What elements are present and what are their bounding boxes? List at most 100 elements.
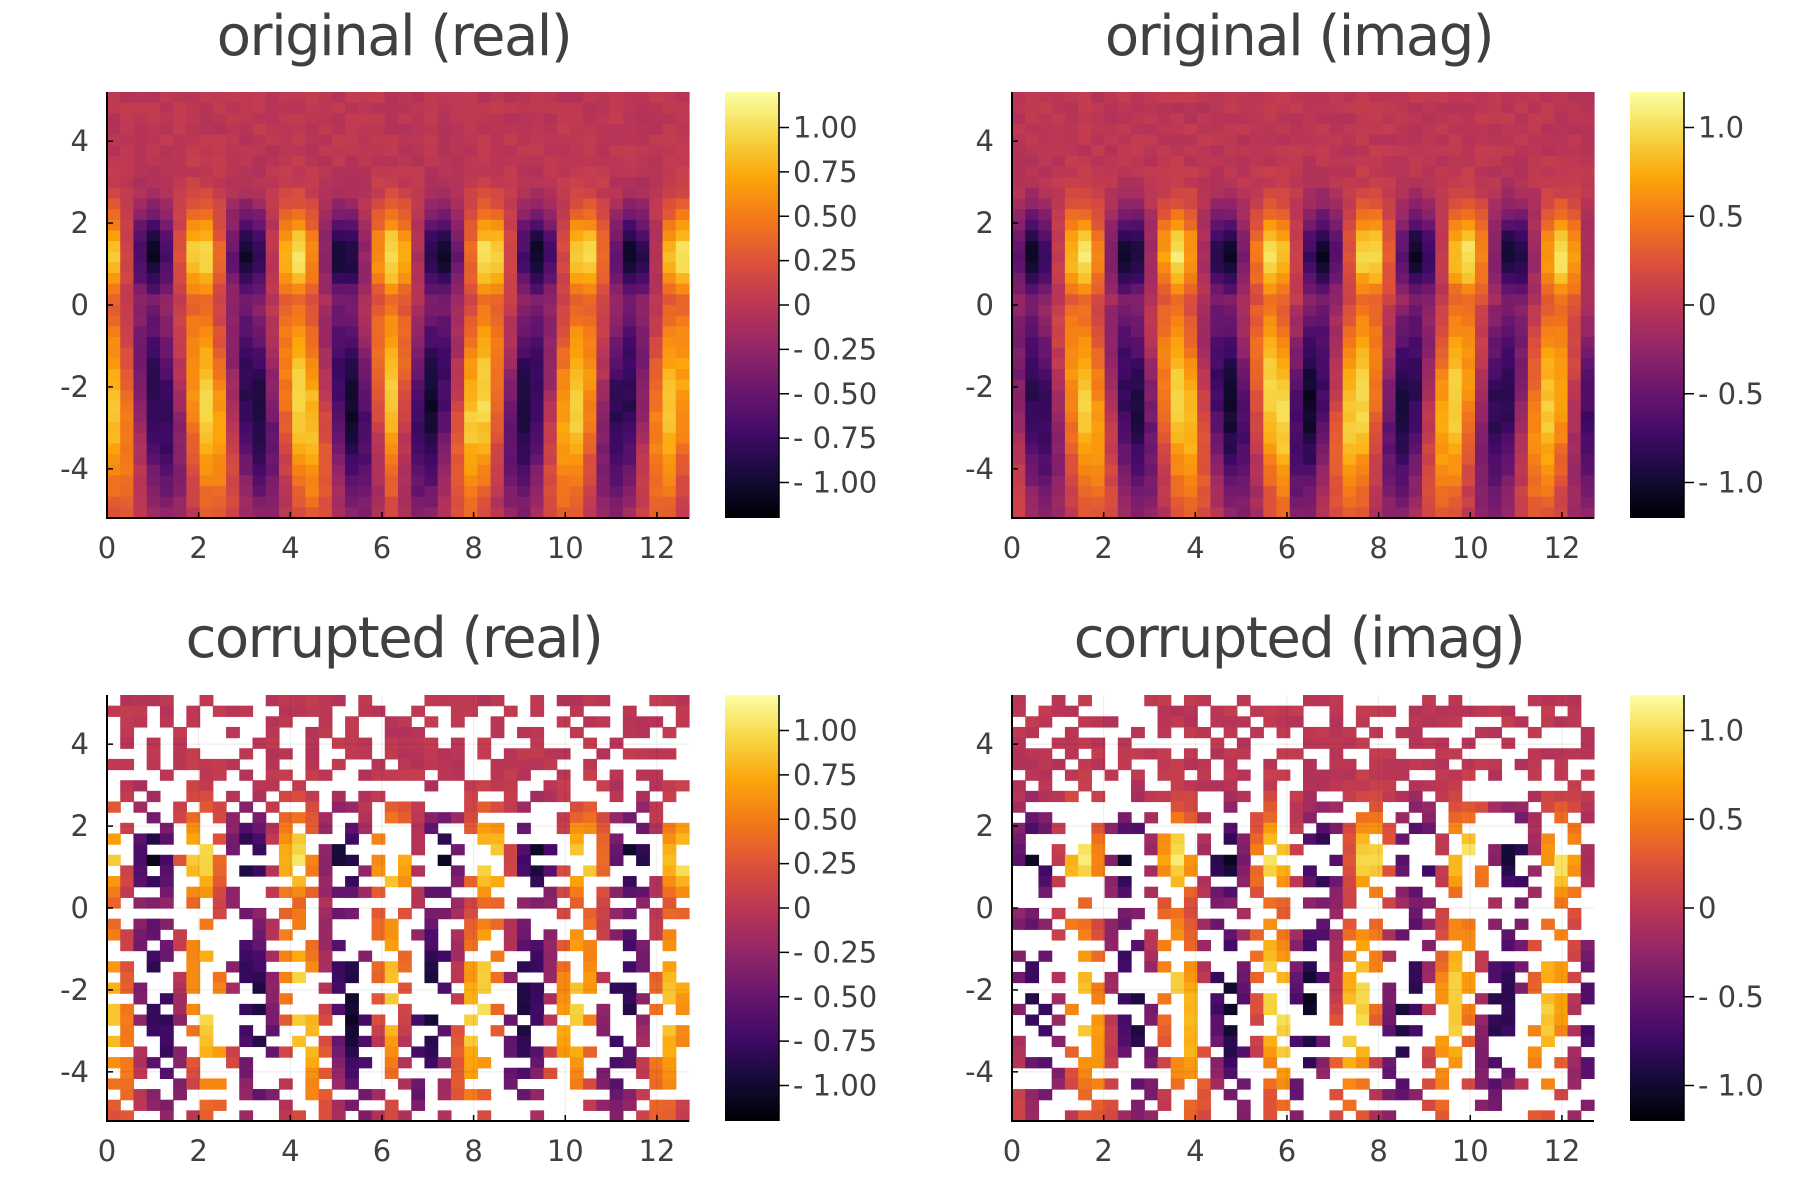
heatmap-cell [173, 123, 187, 136]
heatmap-cell [331, 464, 346, 476]
heatmap-cell [622, 411, 637, 423]
heatmap-cell [1144, 326, 1159, 338]
heatmap-cell [1157, 219, 1172, 232]
heatmap-cell [398, 737, 412, 749]
heatmap-cell [490, 92, 505, 104]
heatmap-cell [239, 822, 254, 835]
heatmap-cell [477, 454, 492, 466]
heatmap-cell [292, 854, 307, 866]
heatmap-cell [464, 918, 478, 930]
heatmap-cell [1250, 358, 1264, 370]
heatmap-cell [398, 347, 412, 359]
heatmap-cell [1461, 198, 1476, 210]
heatmap-cell [1303, 336, 1317, 349]
heatmap-cell [662, 379, 677, 391]
heatmap-cell [1131, 390, 1145, 402]
heatmap-cell [1078, 475, 1092, 487]
heatmap-cell [252, 379, 267, 391]
heatmap-cell [1501, 368, 1516, 381]
heatmap-cell [517, 187, 531, 200]
heatmap-cell [1064, 219, 1079, 232]
heatmap-cell [186, 705, 201, 717]
heatmap-cell [424, 454, 439, 466]
heatmap-cell [411, 705, 426, 717]
heatmap-cell [477, 695, 492, 707]
heatmap-cell [675, 166, 690, 178]
heatmap-cell [411, 844, 426, 856]
heatmap-cell [1131, 411, 1145, 423]
heatmap-cell [1091, 758, 1106, 771]
heatmap-cell [1395, 262, 1410, 274]
heatmap-cell [609, 347, 624, 359]
heatmap-cell [543, 273, 558, 285]
heatmap-cell [107, 187, 121, 200]
heatmap-cell [530, 1110, 545, 1122]
heatmap-cell [450, 961, 465, 973]
heatmap-cell [1223, 219, 1238, 232]
heatmap-cell [107, 833, 121, 845]
heatmap-cell [1382, 769, 1397, 781]
heatmap-cell [1078, 496, 1092, 508]
heatmap-cell [1501, 379, 1516, 391]
heatmap-cell [662, 780, 677, 792]
heatmap-cell [1527, 92, 1542, 104]
heatmap-cell [358, 219, 373, 232]
heatmap-cell [1461, 443, 1476, 455]
x-tick-label: 2 [1094, 531, 1112, 565]
heatmap-cell [107, 411, 121, 423]
heatmap-cell [424, 283, 439, 295]
heatmap-cell [186, 134, 201, 146]
heatmap-cell [371, 961, 386, 973]
heatmap-cell [173, 305, 187, 317]
heatmap-cell [159, 464, 174, 476]
heatmap-cell [1157, 251, 1172, 263]
heatmap-cell [1038, 379, 1053, 391]
heatmap-cell [1012, 432, 1026, 445]
heatmap-cell [1157, 411, 1172, 423]
heatmap-cell [331, 347, 346, 359]
heatmap-cell [464, 198, 478, 210]
heatmap-cell [1157, 432, 1172, 445]
heatmap-cell [1329, 251, 1344, 263]
heatmap-cell [1554, 422, 1569, 434]
heatmap-cell [609, 283, 624, 295]
heatmap-cell [398, 326, 412, 338]
heatmap-cell [1051, 464, 1066, 476]
heatmap-cell [1567, 454, 1582, 466]
heatmap-cell [120, 166, 135, 178]
heatmap-cell [517, 929, 531, 941]
heatmap-cell [345, 379, 359, 391]
colorbar-gradient [1630, 92, 1684, 518]
heatmap-cell [1197, 102, 1212, 114]
heatmap-cell [1382, 790, 1397, 803]
heatmap-cell [1038, 283, 1053, 295]
y-tick-label: -4 [60, 452, 89, 486]
heatmap-cell [199, 251, 214, 263]
heatmap-cell [1236, 358, 1251, 370]
heatmap-cell [450, 1035, 465, 1048]
heatmap-cell [1448, 198, 1463, 210]
heatmap-cell [1527, 262, 1542, 274]
heatmap-cell [464, 294, 478, 306]
heatmap-cell [596, 262, 611, 274]
heatmap-cell [569, 496, 584, 508]
heatmap-cell [1567, 368, 1582, 381]
heatmap-cell [1448, 177, 1463, 189]
heatmap-cell [675, 1003, 690, 1016]
heatmap-cell [226, 145, 240, 157]
heatmap-cell [503, 464, 518, 476]
heatmap-cell [199, 1014, 214, 1026]
heatmap-cell [1157, 379, 1172, 391]
heatmap-cell [1422, 92, 1436, 104]
heatmap-cell [609, 123, 624, 136]
heatmap-cell [1078, 507, 1092, 519]
heatmap-cell [1435, 187, 1450, 200]
heatmap-cell [1170, 209, 1185, 221]
heatmap-cell [1263, 390, 1278, 402]
heatmap-cell [1104, 486, 1119, 498]
heatmap-cell [1435, 145, 1450, 157]
heatmap-cell [609, 230, 624, 242]
heatmap-cell [1316, 347, 1331, 359]
heatmap-cell [1461, 177, 1476, 189]
heatmap-cell [1501, 123, 1516, 136]
